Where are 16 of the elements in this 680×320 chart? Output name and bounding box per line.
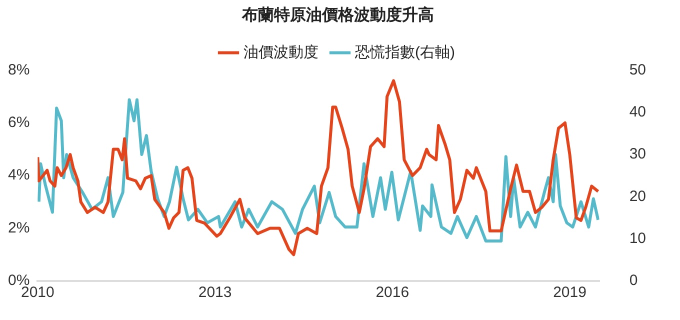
y-tick-label: 2%	[8, 219, 30, 236]
legend-label: 恐慌指數(右軸)	[354, 44, 456, 61]
x-tick-label: 2019	[553, 284, 586, 302]
legend-label: 油價波動度	[244, 44, 319, 61]
y2-tick-label: 10	[629, 230, 646, 247]
chart-title: 布蘭特原油價格波動度升高	[241, 5, 434, 24]
y2-tick-label: 30	[629, 146, 646, 163]
y2-tick-label: 20	[629, 188, 646, 205]
y2-tick-label: 40	[629, 104, 646, 120]
y2-tick-label: 0	[629, 272, 638, 290]
y-tick-label: 4%	[8, 166, 30, 184]
x-tick-label: 2016	[376, 284, 410, 302]
y2-tick-label: 50	[629, 61, 646, 78]
y-tick-label: 8%	[8, 61, 30, 78]
y-tick-label: 6%	[8, 114, 30, 132]
x-tick-label: 2013	[198, 284, 232, 302]
